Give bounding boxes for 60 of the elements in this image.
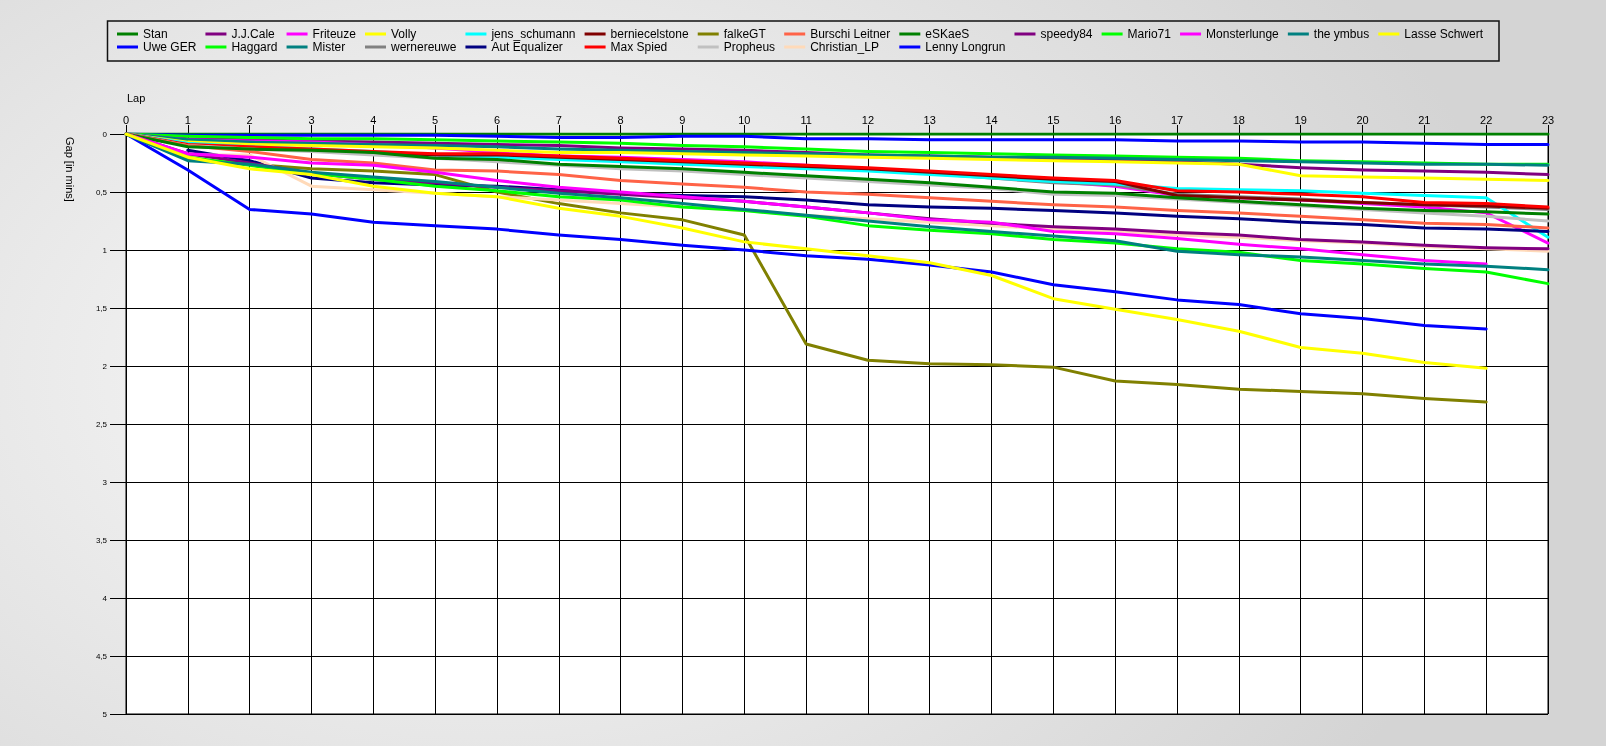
- legend-label: wernereuwe: [389, 40, 457, 54]
- x-tick-label: 19: [1294, 113, 1307, 126]
- x-tick-label: 20: [1356, 113, 1369, 126]
- x-tick-label: 23: [1541, 113, 1555, 126]
- legend-label: Mister: [312, 40, 346, 54]
- x-tick-label: 1: [184, 113, 191, 126]
- legend-label: Uwe GER: [143, 40, 197, 54]
- y-tick-label: 4: [102, 593, 108, 603]
- y-tick-label: 5: [102, 709, 108, 719]
- legend-label: Christian_LP: [810, 40, 879, 54]
- legend-label: the ymbus: [1313, 27, 1370, 41]
- x-tick-label: 10: [738, 113, 751, 126]
- y-axis-title: Gap [in mins]: [64, 137, 76, 202]
- legend-label: Propheus: [723, 40, 776, 54]
- legend-label: jens_schumann: [490, 27, 576, 41]
- y-tick-label: 4,5: [95, 651, 108, 661]
- x-tick-label: 18: [1232, 113, 1245, 126]
- legend-label: Monsterlunge: [1206, 27, 1280, 41]
- x-tick-label: 22: [1480, 113, 1493, 126]
- legend-label: berniecelstone: [610, 27, 689, 41]
- y-tick-label: 3: [102, 477, 108, 487]
- x-tick-label: 4: [370, 113, 377, 126]
- legend-label: Burschi Leitner: [810, 27, 891, 41]
- legend-label: eSKaeS: [925, 27, 970, 41]
- x-tick-label: 17: [1170, 113, 1184, 126]
- y-tick-label: 3,5: [95, 535, 108, 545]
- legend-label: Aut Equalizer: [491, 40, 563, 54]
- x-axis-title: Lap: [127, 92, 146, 104]
- x-tick-label: 12: [861, 113, 875, 126]
- x-tick-label: 6: [493, 113, 501, 126]
- legend-label: Volly: [390, 27, 417, 41]
- x-tick-label: 0: [122, 113, 130, 126]
- x-tick-label: 3: [308, 113, 315, 126]
- x-tick-label: 9: [679, 113, 686, 126]
- legend-label: J.J.Cale: [231, 27, 276, 41]
- x-tick-label: 16: [1109, 113, 1122, 126]
- y-tick-label: 1: [102, 245, 108, 255]
- y-tick-label: 2: [102, 361, 108, 371]
- x-tick-label: 14: [985, 113, 998, 126]
- x-tick-label: 13: [923, 113, 936, 126]
- y-tick-label: 2,5: [95, 419, 108, 429]
- y-tick-label: 0: [102, 129, 108, 139]
- legend-label: falkeGT: [723, 27, 767, 41]
- legend-label: Mario71: [1127, 27, 1172, 41]
- x-tick-label: 5: [432, 113, 439, 126]
- y-tick-label: 0,5: [95, 187, 108, 197]
- legend-label: Max Spied: [610, 40, 668, 54]
- legend-label: Friteuze: [312, 27, 357, 41]
- legend-label: Lasse Schwert: [1404, 27, 1484, 41]
- x-tick-label: 15: [1047, 113, 1060, 126]
- x-tick-label: 21: [1418, 113, 1431, 126]
- x-tick-label: 11: [800, 113, 812, 126]
- x-tick-label: 8: [617, 113, 624, 126]
- x-tick-label: 7: [555, 113, 562, 126]
- legend-label: Lenny Longrun: [925, 40, 1006, 54]
- y-tick-label: 1,5: [95, 303, 108, 313]
- legend-label: Stan: [143, 27, 168, 41]
- x-tick-label: 2: [246, 113, 253, 126]
- legend-label: speedy84: [1040, 27, 1093, 41]
- legend-label: Haggard: [231, 40, 278, 54]
